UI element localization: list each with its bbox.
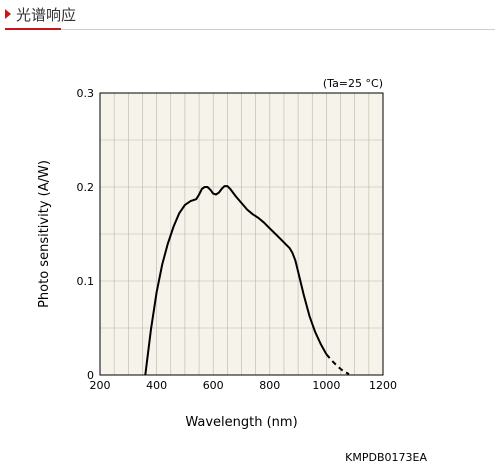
figure-code: KMPDB0173EA (345, 451, 427, 464)
y-axis-label: Photo sensitivity (A/W) (37, 160, 52, 308)
x-tick-label: 400 (146, 379, 167, 392)
condition-label: (Ta=25 °C) (323, 77, 383, 90)
section-title: 光谱响应 (16, 6, 77, 24)
grid (100, 93, 383, 375)
section-header: 光谱响应 (0, 0, 495, 30)
x-tick-label: 1200 (369, 379, 397, 392)
x-tick-label: 1000 (312, 379, 340, 392)
y-tick-labels: 0 0.1 0.2 0.3 (77, 87, 95, 382)
plot-frame (99, 92, 384, 376)
header-rule-accent (5, 28, 61, 30)
y-tick-label: 0 (87, 369, 94, 382)
header-marker-icon (5, 9, 11, 19)
x-tick-label: 200 (90, 379, 111, 392)
x-axis-label: Wavelength (nm) (185, 415, 297, 430)
y-tick-label: 0.2 (77, 181, 95, 194)
x-tick-label: 800 (259, 379, 280, 392)
header-rule (61, 29, 495, 30)
y-tick-label: 0.1 (77, 275, 95, 288)
y-tick-label: 0.3 (77, 87, 95, 100)
series-group (144, 185, 350, 376)
x-tick-label: 600 (203, 379, 224, 392)
series-line (144, 185, 328, 376)
x-tick-labels: 200 400 600 800 1000 1200 (90, 379, 398, 392)
